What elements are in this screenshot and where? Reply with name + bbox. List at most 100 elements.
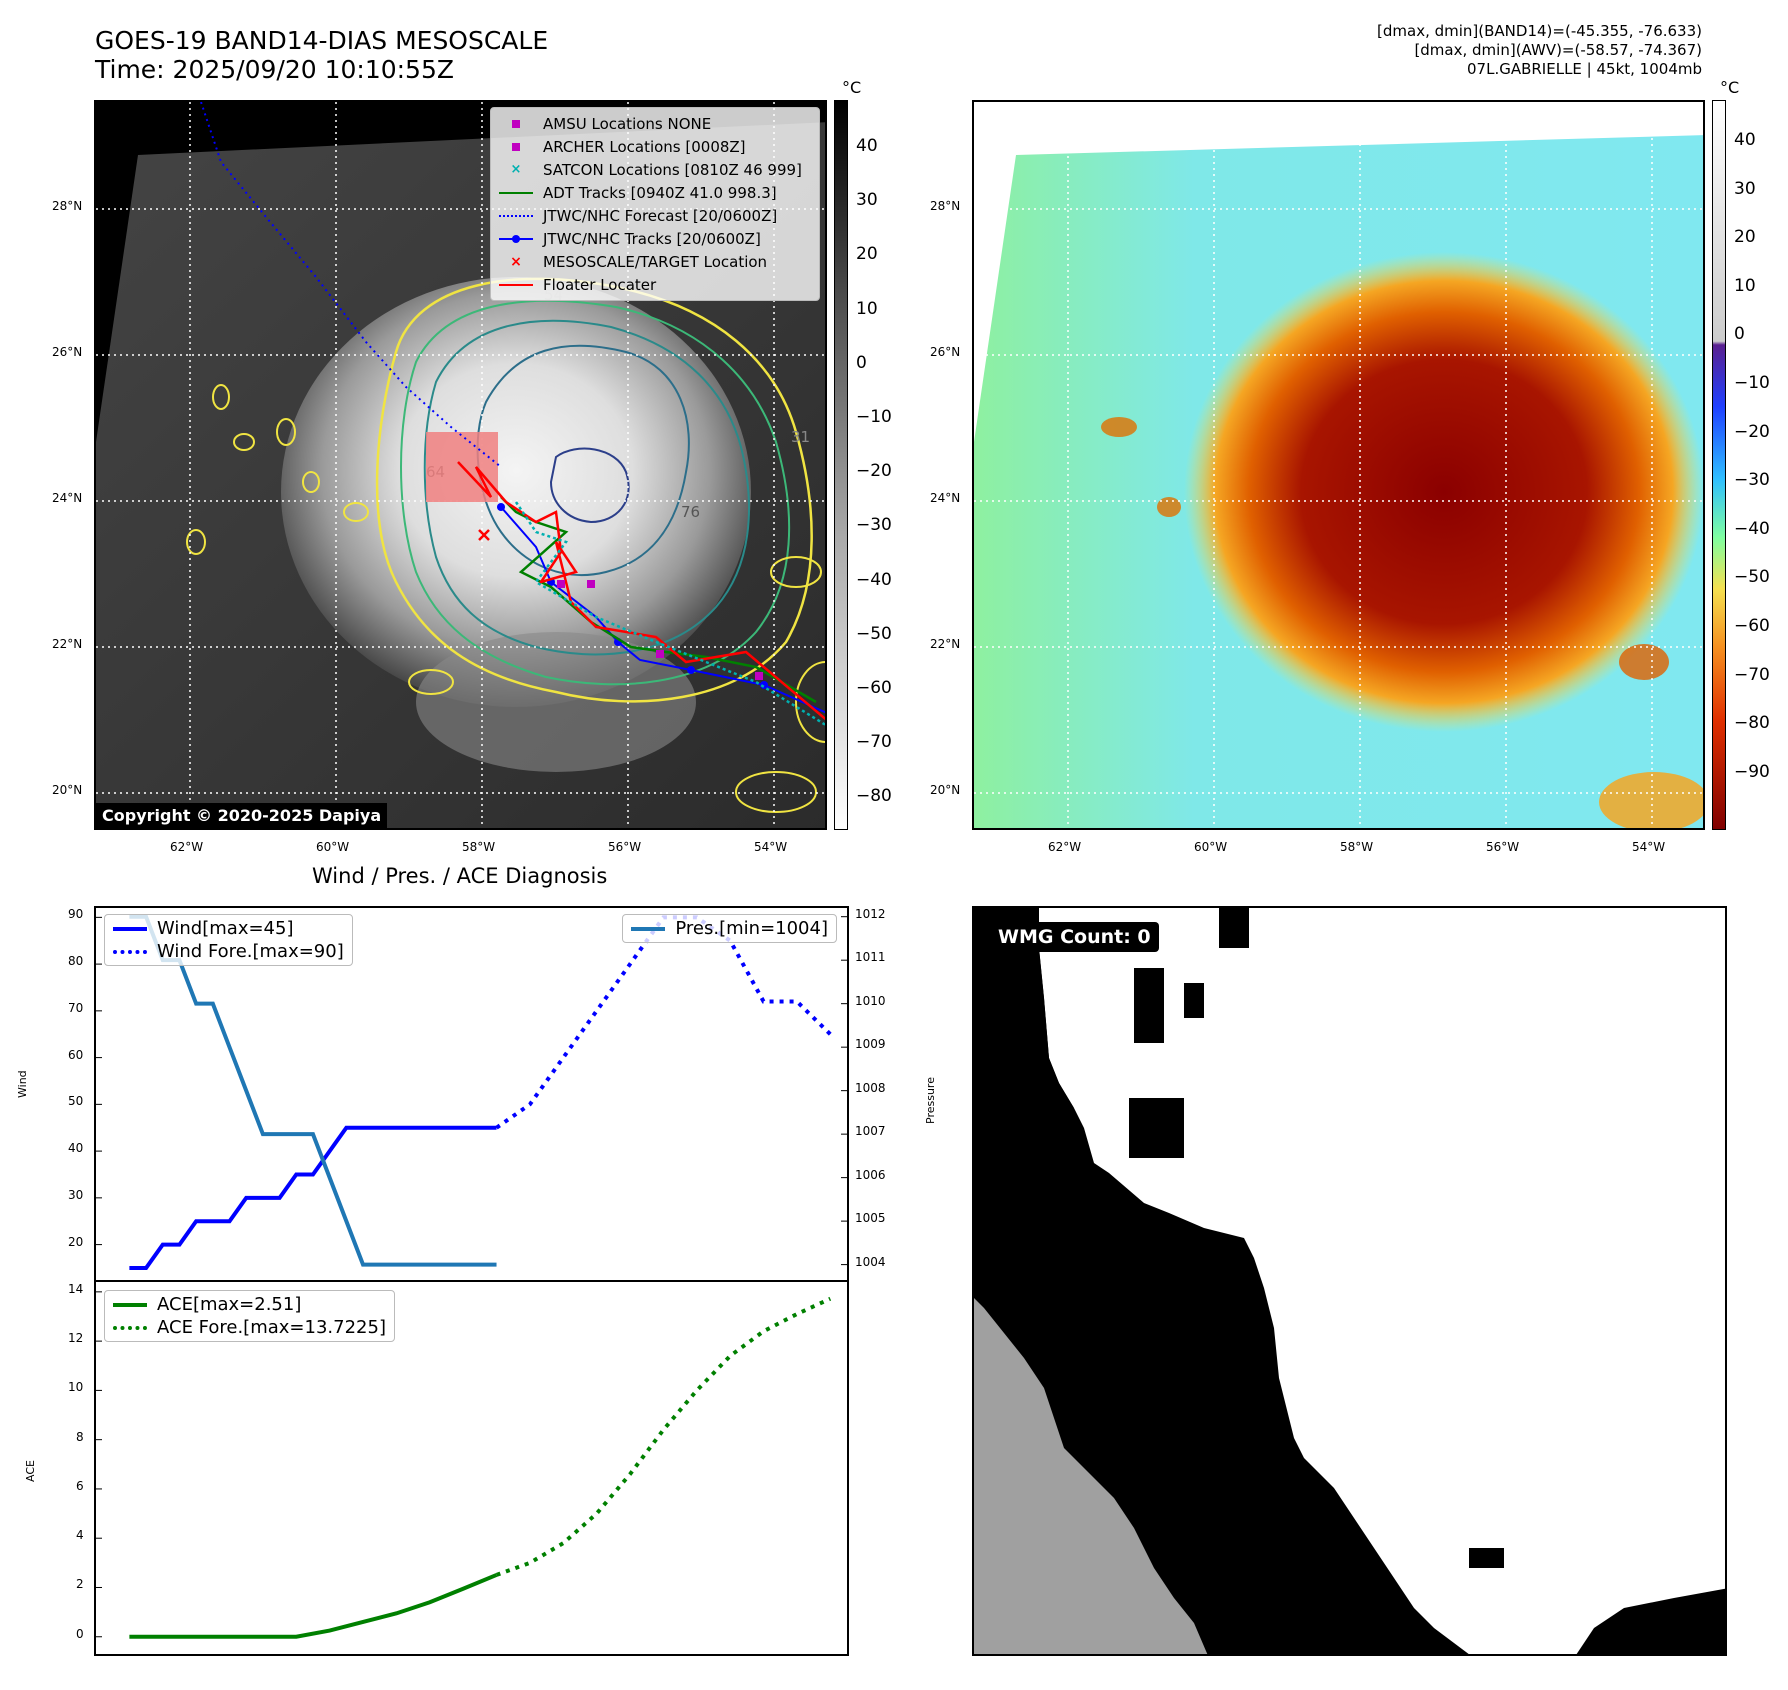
legend-amsu-label: AMSU Locations NONE [543, 114, 712, 133]
y-right-tick-label: 1011 [855, 950, 886, 965]
lon-tick-label: 56°W [1486, 840, 1520, 854]
legend-archer: ARCHER Locations [0008Z] [499, 135, 811, 158]
colorbar-tick-label: 10 [856, 298, 878, 319]
colorbar-tick-label: −20 [1734, 421, 1770, 442]
wmg-gray-region [974, 1298, 1208, 1654]
lon-tick-label: 62°W [170, 840, 204, 854]
title-line-2: Time: 2025/09/20 10:10:55Z [95, 55, 454, 84]
y-tick-label: 10 [68, 1380, 84, 1395]
ir-colorbar [834, 100, 848, 830]
contour-label-31: 31 [791, 428, 810, 446]
title-line-1: GOES-19 BAND14-DIAS MESOSCALE [95, 26, 549, 55]
legend-archer-label: ARCHER Locations [0008Z] [543, 137, 746, 156]
legend-wind-fore-label: Wind Fore.[max=90] [157, 941, 344, 962]
colorbar-tick-label: 10 [1734, 275, 1756, 296]
stats-awv: [dmax, dmin](AWV)=(-58.57, -74.367) [1414, 41, 1702, 59]
colorbar-tick-label: −10 [1734, 373, 1770, 393]
colorbar-tick-label: −80 [1734, 713, 1770, 734]
legend-ace: ACE[max=2.51] [113, 1293, 386, 1316]
stats-storm: 07L.GABRIELLE | 45kt, 1004mb [1467, 60, 1702, 78]
ir-colorbar-unit: °C [842, 78, 862, 97]
legend-ace-fore: ACE Fore.[max=13.7225] [113, 1316, 386, 1339]
y-tick-label: 90 [68, 907, 84, 922]
legend-forecast: JTWC/NHC Forecast [20/0600Z] [499, 204, 811, 227]
forecast-track-line [200, 102, 502, 468]
y-right-tick-label: 1004 [855, 1254, 886, 1269]
legend-wind-fore: Wind Fore.[max=90] [113, 940, 344, 963]
wmg-count-label: WMG Count: 0 [990, 922, 1159, 952]
satcon-track-line [514, 501, 825, 727]
archer-points [557, 580, 763, 680]
awv-colorbar-unit: °C [1720, 78, 1740, 97]
colorbar-tick-label: −50 [1734, 567, 1770, 588]
colorbar-tick-label: −70 [1734, 664, 1770, 685]
wind-legend: Wind[max=45] Wind Fore.[max=90] [104, 914, 353, 966]
wmg-panel: WMG Count: 0 [972, 906, 1727, 1656]
lon-tick-label: 62°W [1048, 840, 1082, 854]
y-right-tick-label: 1008 [855, 1080, 886, 1095]
colorbar-tick-label: 20 [1734, 227, 1756, 248]
cloud-band-south [416, 632, 696, 772]
lon-tick-label: 60°W [1194, 840, 1228, 854]
ir-legend: AMSU Locations NONE ARCHER Locations [00… [490, 107, 820, 301]
wmg-black-corner [1576, 1588, 1725, 1654]
legend-ace-label: ACE[max=2.51] [157, 1294, 302, 1315]
y-tick-label: 4 [76, 1528, 84, 1543]
colorbar-tick-label: 40 [1734, 130, 1756, 150]
colorbar-tick-label: −30 [856, 515, 892, 536]
colorbar-tick-label: 0 [856, 352, 867, 373]
colorbar-tick-label: −40 [1734, 518, 1770, 539]
lat-tick-label: 28°N [930, 199, 961, 213]
legend-amsu: AMSU Locations NONE [499, 112, 811, 135]
copyright-label: Copyright © 2020-2025 Dapiya [96, 803, 388, 828]
lon-tick-label: 58°W [462, 840, 496, 854]
solid-line-icon [499, 278, 533, 292]
wmg-block-2 [1129, 1098, 1184, 1158]
lon-tick-label: 54°W [754, 840, 788, 854]
wind-pres-chart: Wind[max=45] Wind Fore.[max=90] Pres.[mi… [94, 906, 849, 1282]
colorbar-tick-label: −10 [856, 407, 892, 427]
lat-tick-label: 20°N [930, 783, 961, 797]
awv-cell-southeast [1599, 772, 1703, 828]
lat-tick-label: 22°N [52, 637, 83, 651]
dotted-line-icon [113, 1321, 147, 1335]
solid-line-icon [113, 922, 147, 936]
target-location-marker [478, 529, 490, 541]
y-tick-label: 6 [76, 1478, 84, 1493]
series-line-0 [129, 1573, 498, 1639]
square-marker-icon [499, 140, 533, 154]
awv-colorbar [1712, 100, 1726, 830]
colorbar-tick-label: −40 [856, 569, 892, 590]
legend-floater: Floater Locater [499, 273, 811, 296]
solid-line-icon [631, 922, 666, 936]
solid-line-icon [113, 1298, 147, 1312]
contour-navy [549, 447, 630, 524]
legend-forecast-label: JTWC/NHC Forecast [20/0600Z] [543, 206, 778, 225]
series-line-1 [495, 915, 832, 1130]
line-dot-icon [499, 232, 533, 246]
series-line-0 [129, 1125, 497, 1270]
wmg-black-region [974, 908, 1469, 1654]
colorbar-tick-label: −60 [1734, 616, 1770, 636]
awv-cell-east [1619, 644, 1669, 680]
contour-green [400, 299, 791, 686]
x-marker-icon: × [510, 253, 522, 270]
legend-jtwc-label: JTWC/NHC Tracks [20/0600Z] [543, 229, 761, 248]
colorbar-tick-label: −90 [1734, 761, 1770, 782]
y-tick-label: 0 [76, 1626, 84, 1641]
colorbar-tick-label: −30 [1734, 470, 1770, 491]
legend-satcon: × SATCON Locations [0810Z 46 999] [499, 158, 811, 181]
contour-steel [476, 344, 690, 576]
ace-legend: ACE[max=2.51] ACE Fore.[max=13.7225] [104, 1290, 395, 1342]
floater-track-line [457, 461, 825, 721]
wmg-block-3 [1219, 908, 1249, 948]
y-right-tick-label: 1006 [855, 1167, 886, 1182]
legend-pres-label: Pres.[min=1004] [675, 918, 828, 939]
colorbar-tick-label: 30 [856, 190, 878, 211]
y-tick-label: 70 [68, 1000, 84, 1015]
diagnosis-chart-title: Wind / Pres. / ACE Diagnosis [312, 864, 608, 888]
y-tick-label: 60 [68, 1047, 84, 1062]
y-tick-label: 80 [68, 954, 84, 969]
legend-adt: ADT Tracks [0940Z 41.0 998.3] [499, 181, 811, 204]
lat-tick-label: 26°N [930, 345, 961, 359]
